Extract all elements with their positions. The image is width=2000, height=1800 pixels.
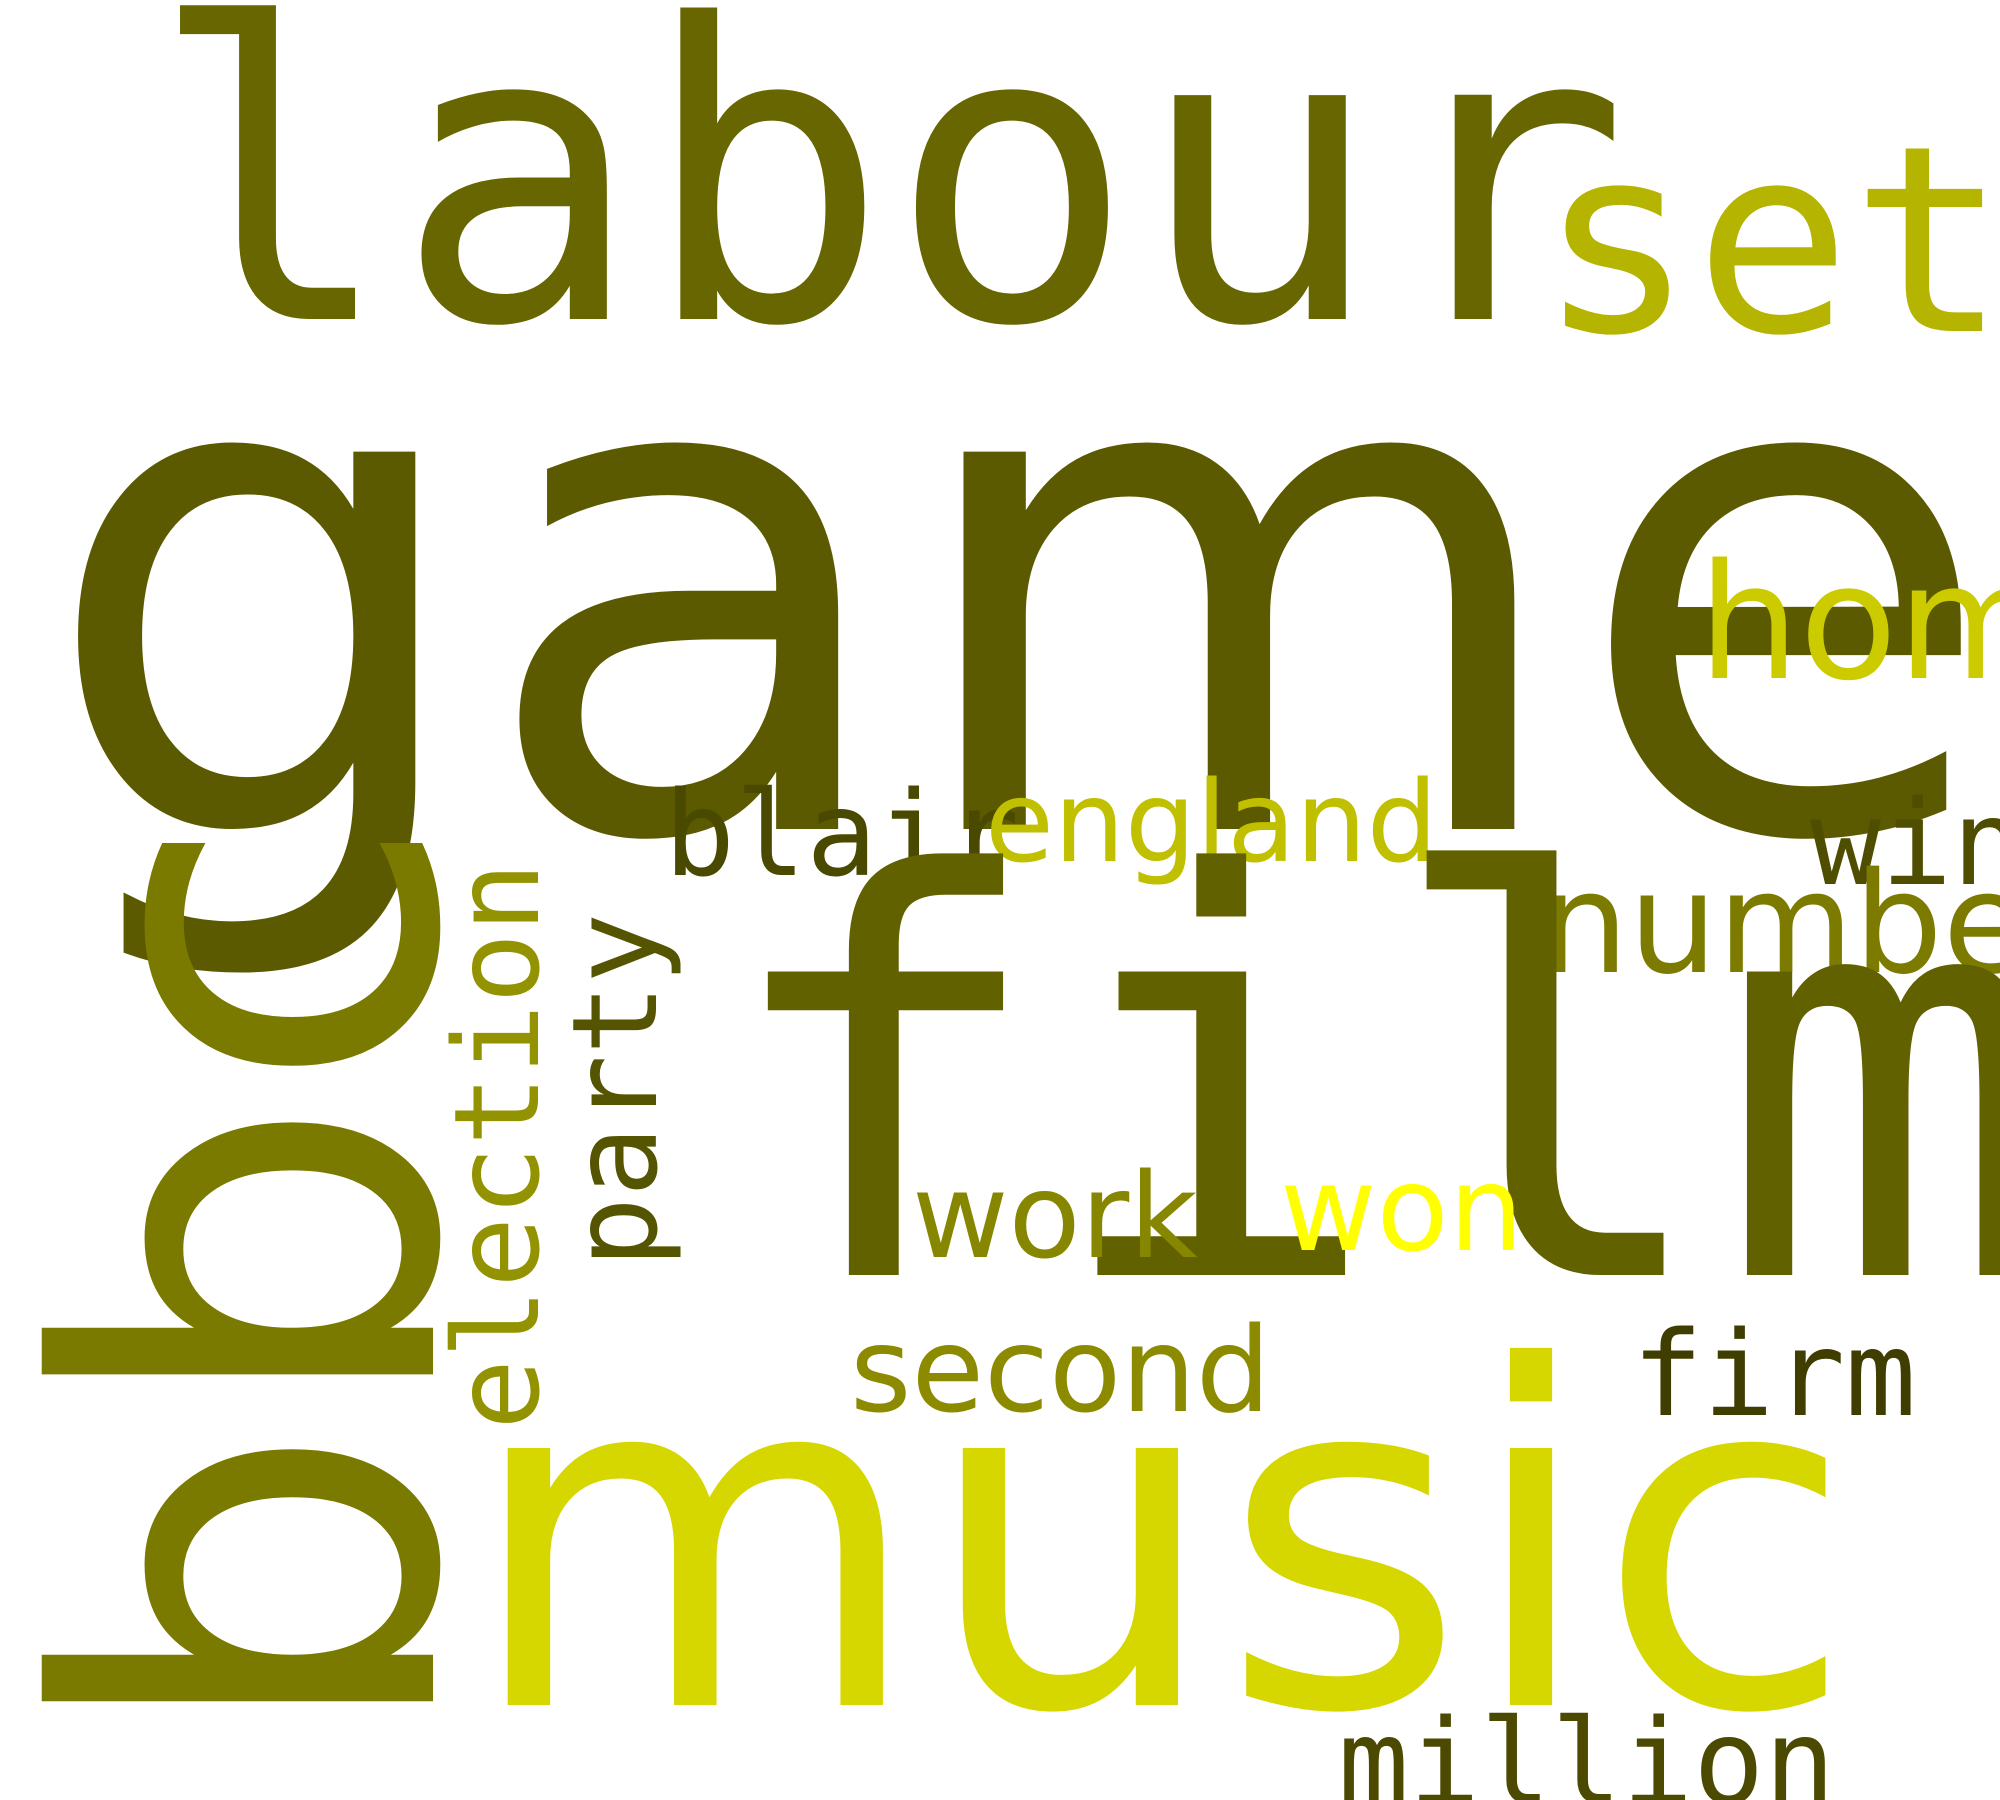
- word-blair: blair: [664, 765, 1020, 903]
- word-england: england: [985, 758, 1438, 888]
- word-film: film: [715, 760, 2000, 1406]
- word-party: party: [546, 912, 684, 1268]
- word-game: game: [40, 189, 1998, 992]
- word-win: win: [1810, 774, 2000, 912]
- word-second: second: [850, 1301, 1271, 1439]
- word-work: work: [912, 1147, 1198, 1285]
- word-music: music: [465, 1269, 1855, 1800]
- word-home: home: [1698, 529, 2000, 716]
- word-number: number: [1540, 843, 2000, 1006]
- word-set: set: [1538, 91, 2000, 393]
- word-firm: firm: [1632, 1305, 1917, 1443]
- word-million: million: [1338, 1693, 1836, 1800]
- word-labour: labour: [148, 0, 1630, 416]
- word-won: won: [1280, 1140, 1524, 1278]
